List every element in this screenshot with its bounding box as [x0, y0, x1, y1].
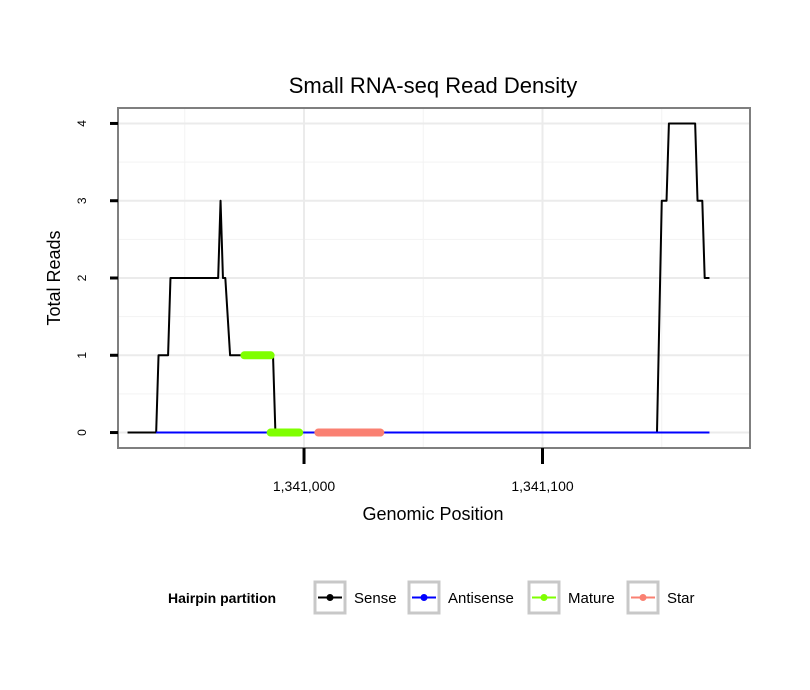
- legend-item-sense: Sense: [313, 580, 397, 615]
- x-axis-label: Genomic Position: [362, 504, 503, 524]
- grid: [118, 108, 750, 448]
- y-tick-label: 1: [75, 352, 89, 359]
- legend-key-point: [540, 594, 548, 601]
- y-tick-label: 2: [75, 274, 89, 281]
- legend-item-antisense: Antisense: [407, 580, 514, 615]
- plot-series: [127, 122, 710, 437]
- chart-title: Small RNA-seq Read Density: [289, 73, 578, 98]
- y-tick-label: 0: [75, 429, 89, 436]
- y-tick-label: 4: [75, 120, 89, 127]
- x-tick-label: 1,341,100: [511, 478, 573, 494]
- axes: 0 1 2 3 4 1,341,000 1,341,100: [75, 120, 574, 494]
- legend-key-point: [326, 594, 334, 601]
- legend-item-star: Star: [626, 580, 695, 615]
- legend-label: Mature: [568, 590, 615, 607]
- legend-label: Sense: [354, 590, 397, 607]
- legend-key-point: [639, 594, 647, 601]
- legend-key-point: [420, 594, 428, 601]
- legend-label: Star: [667, 590, 695, 607]
- legend-item-mature: Mature: [527, 580, 615, 615]
- y-tick-label: 3: [75, 197, 89, 204]
- legend: Hairpin partition Sense Antisense Mature St…: [168, 580, 695, 615]
- x-tick-label: 1,341,000: [273, 478, 335, 494]
- legend-title: Hairpin partition: [168, 590, 276, 606]
- legend-label: Antisense: [448, 590, 514, 607]
- y-axis-label: Total Reads: [44, 230, 64, 325]
